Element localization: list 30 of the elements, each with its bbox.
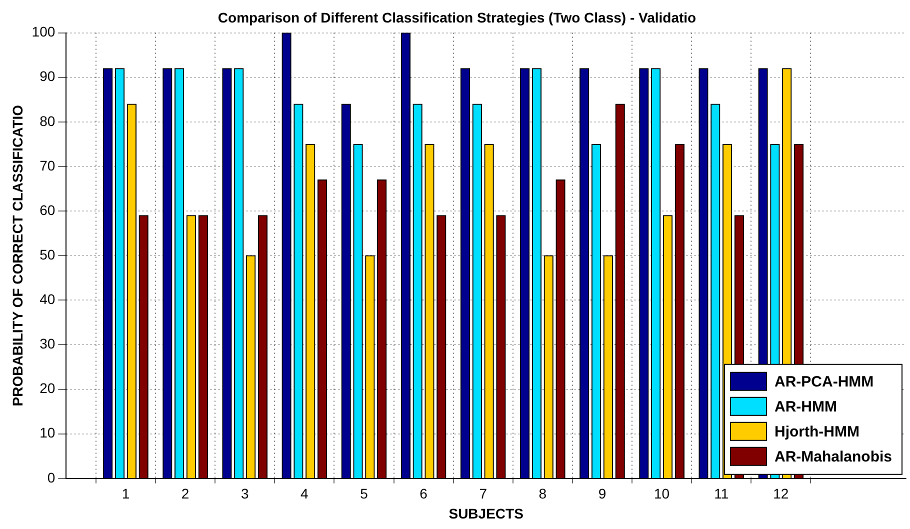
y-tick-label: 50: [40, 246, 56, 262]
x-tick-label: 10: [654, 486, 670, 502]
y-tick-label: 20: [40, 380, 56, 396]
x-tick-label: 9: [598, 486, 606, 502]
x-tick-label: 2: [181, 486, 190, 502]
legend-label: AR-HMM: [774, 398, 837, 416]
y-tick-label: 30: [40, 336, 56, 352]
y-tick-label: 40: [40, 291, 56, 308]
y-axis-title: PROBABILITY OF CORRECT CLASSIFICATIO: [9, 104, 26, 406]
y-tick-label: 90: [40, 68, 56, 84]
x-axis-title: SUBJECTS: [448, 505, 524, 522]
legend-label: Hjorth-HMM: [774, 424, 860, 441]
y-tick-label: 10: [40, 424, 56, 441]
chart-title: Comparison of Different Classification Strategies (Two Class) - Validatio: [218, 9, 696, 26]
legend-label: AR-Mahalanobis: [774, 448, 892, 466]
x-tick-label: 12: [773, 486, 789, 502]
x-tick-label: 4: [300, 486, 309, 502]
y-tick-label: 100: [32, 24, 56, 40]
legend-label: AR-PCA-HMM: [774, 374, 874, 391]
y-tick-label: 0: [47, 469, 56, 486]
y-tick-label: 80: [40, 112, 56, 129]
y-tick-label: 60: [40, 202, 56, 218]
x-tick-label: 11: [714, 486, 729, 502]
x-tick-label: 8: [538, 486, 547, 502]
x-tick-label: 7: [479, 486, 488, 502]
x-tick-label: 1: [122, 486, 130, 502]
x-tick-label: 5: [360, 486, 368, 502]
x-tick-label: 6: [420, 486, 428, 502]
x-tick-label: 3: [240, 486, 249, 502]
y-tick-label: 70: [40, 157, 56, 174]
